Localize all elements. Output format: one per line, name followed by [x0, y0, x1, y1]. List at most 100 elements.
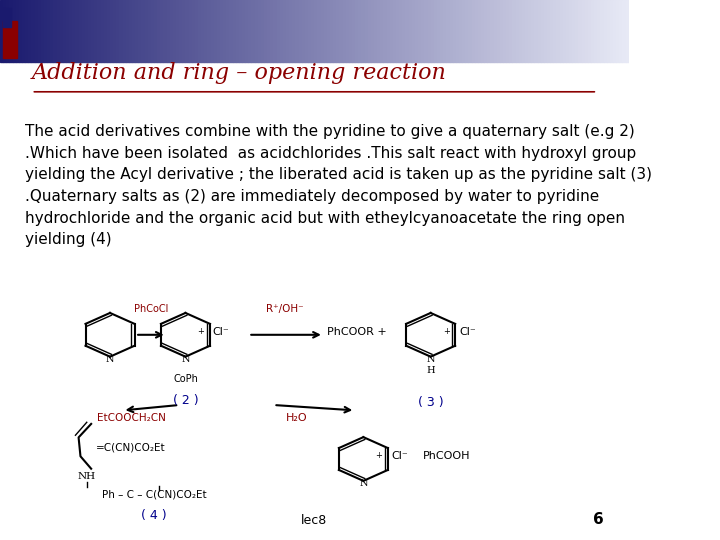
- Bar: [292, 0, 295, 62]
- Bar: [393, 0, 396, 62]
- Bar: [591, 0, 594, 62]
- Bar: [270, 0, 274, 62]
- Bar: [428, 0, 431, 62]
- Bar: [286, 0, 289, 62]
- Bar: [437, 0, 440, 62]
- Text: N: N: [106, 355, 114, 363]
- Bar: [478, 0, 481, 62]
- Bar: [258, 0, 261, 62]
- Bar: [264, 0, 267, 62]
- Bar: [16, 0, 19, 62]
- Bar: [607, 0, 610, 62]
- Bar: [151, 0, 154, 62]
- Bar: [9, 0, 12, 62]
- Bar: [47, 0, 50, 62]
- Text: Cl⁻: Cl⁻: [212, 327, 229, 337]
- Bar: [578, 0, 582, 62]
- Bar: [295, 0, 299, 62]
- Bar: [242, 0, 246, 62]
- Bar: [251, 0, 255, 62]
- Bar: [19, 0, 22, 62]
- Bar: [481, 0, 484, 62]
- Bar: [176, 0, 179, 62]
- Bar: [462, 0, 465, 62]
- Bar: [129, 0, 132, 62]
- Bar: [186, 0, 189, 62]
- Bar: [433, 0, 437, 62]
- Bar: [497, 0, 500, 62]
- Bar: [132, 0, 135, 62]
- Text: ( 4 ): ( 4 ): [141, 509, 167, 522]
- Bar: [170, 0, 173, 62]
- Bar: [141, 0, 145, 62]
- Bar: [415, 0, 418, 62]
- Bar: [327, 0, 330, 62]
- Bar: [444, 0, 446, 62]
- Bar: [487, 0, 490, 62]
- Bar: [598, 0, 600, 62]
- Bar: [484, 0, 487, 62]
- Bar: [91, 0, 94, 62]
- Bar: [346, 0, 349, 62]
- Text: Cl⁻: Cl⁻: [392, 451, 408, 461]
- Bar: [173, 0, 176, 62]
- Bar: [41, 0, 44, 62]
- Text: PhCOOH: PhCOOH: [423, 451, 470, 461]
- Bar: [528, 0, 531, 62]
- Bar: [522, 0, 525, 62]
- Bar: [135, 0, 138, 62]
- Bar: [559, 0, 562, 62]
- Text: N: N: [359, 479, 368, 488]
- Bar: [459, 0, 462, 62]
- Text: lec8: lec8: [301, 514, 328, 526]
- Bar: [557, 0, 559, 62]
- Bar: [324, 0, 327, 62]
- Bar: [163, 0, 166, 62]
- Bar: [409, 0, 412, 62]
- Bar: [107, 0, 110, 62]
- Bar: [352, 0, 355, 62]
- Bar: [626, 0, 629, 62]
- Bar: [500, 0, 503, 62]
- Bar: [343, 0, 346, 62]
- Bar: [368, 0, 371, 62]
- Bar: [449, 0, 453, 62]
- Bar: [503, 0, 506, 62]
- Bar: [544, 0, 547, 62]
- Bar: [490, 0, 493, 62]
- Bar: [138, 0, 141, 62]
- Bar: [246, 0, 248, 62]
- Bar: [380, 0, 384, 62]
- Bar: [566, 0, 569, 62]
- Bar: [308, 0, 311, 62]
- Bar: [320, 0, 324, 62]
- Bar: [525, 0, 528, 62]
- Bar: [204, 0, 207, 62]
- Bar: [318, 0, 320, 62]
- Bar: [104, 0, 107, 62]
- Bar: [145, 0, 148, 62]
- Bar: [261, 0, 264, 62]
- Bar: [424, 0, 428, 62]
- Bar: [122, 0, 126, 62]
- Bar: [538, 0, 541, 62]
- Bar: [12, 0, 16, 62]
- Bar: [572, 0, 575, 62]
- Bar: [361, 0, 364, 62]
- Bar: [610, 0, 613, 62]
- Bar: [364, 0, 368, 62]
- Bar: [220, 0, 223, 62]
- Bar: [217, 0, 220, 62]
- Bar: [223, 0, 226, 62]
- Text: +: +: [443, 327, 450, 336]
- Bar: [390, 0, 393, 62]
- Bar: [349, 0, 352, 62]
- Bar: [101, 0, 104, 62]
- Bar: [305, 0, 308, 62]
- Bar: [154, 0, 157, 62]
- Bar: [76, 0, 78, 62]
- Bar: [518, 0, 522, 62]
- Bar: [120, 0, 122, 62]
- Bar: [239, 0, 242, 62]
- Bar: [402, 0, 405, 62]
